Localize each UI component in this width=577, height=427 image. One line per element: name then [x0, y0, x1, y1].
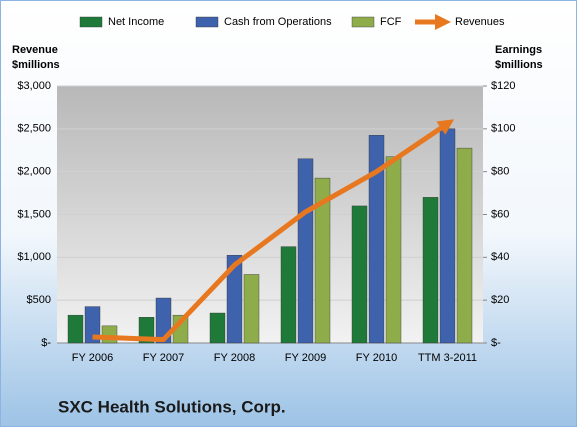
x-tick-label: FY 2008 — [214, 352, 255, 364]
bar — [155, 297, 172, 344]
bar — [368, 135, 385, 344]
bar — [456, 147, 473, 344]
line — [92, 119, 455, 343]
y-tick-label: $- — [41, 337, 51, 349]
y-tick-label: $3,000 — [17, 80, 51, 92]
legend-label: Net Income — [108, 16, 164, 28]
y2-tick-label: $- — [491, 337, 501, 349]
bar — [226, 254, 243, 344]
x-tick-label: FY 2007 — [143, 352, 184, 364]
bar — [422, 197, 439, 344]
legend-label: FCF — [380, 16, 402, 28]
bar — [243, 274, 260, 344]
x-tick-label: FY 2010 — [356, 352, 397, 364]
y2-tick-label: $80 — [491, 166, 509, 178]
chart-title: SXC Health Solutions, Corp. — [58, 397, 286, 416]
bar — [84, 306, 101, 344]
bar — [297, 158, 314, 344]
legend-swatch — [79, 16, 103, 28]
y-tick-label: $2,500 — [17, 123, 51, 135]
y2-axis-title: $millions — [495, 59, 543, 71]
y2-axis-title: Earnings — [495, 44, 542, 56]
legend-label: Revenues — [455, 16, 505, 28]
y2-tick-label: $120 — [491, 80, 515, 92]
bar — [351, 205, 368, 344]
bar — [280, 246, 297, 344]
x-tick-label: TTM 3-2011 — [418, 352, 477, 364]
y-tick-label: $1,500 — [17, 208, 51, 220]
bar — [67, 314, 84, 344]
y-axis-title: $millions — [12, 59, 60, 71]
x-tick-label: FY 2009 — [285, 352, 326, 364]
bar — [385, 156, 402, 344]
y-tick-label: $1,000 — [17, 251, 51, 263]
bar — [101, 325, 118, 344]
y2-tick-label: $100 — [491, 123, 515, 135]
legend-swatch — [195, 16, 219, 28]
legend-swatch — [351, 16, 375, 28]
y-tick-label: $2,000 — [17, 166, 51, 178]
y2-tick-label: $60 — [491, 208, 509, 220]
x-tick-label: FY 2006 — [72, 352, 113, 364]
bar — [209, 312, 226, 344]
legend-label: Cash from Operations — [224, 16, 332, 28]
y2-tick-label: $20 — [491, 294, 509, 306]
bar — [439, 128, 456, 344]
y-tick-label: $500 — [27, 294, 51, 306]
y-axis-title: Revenue — [12, 44, 58, 56]
y2-tick-label: $40 — [491, 251, 509, 263]
bar — [314, 177, 331, 344]
